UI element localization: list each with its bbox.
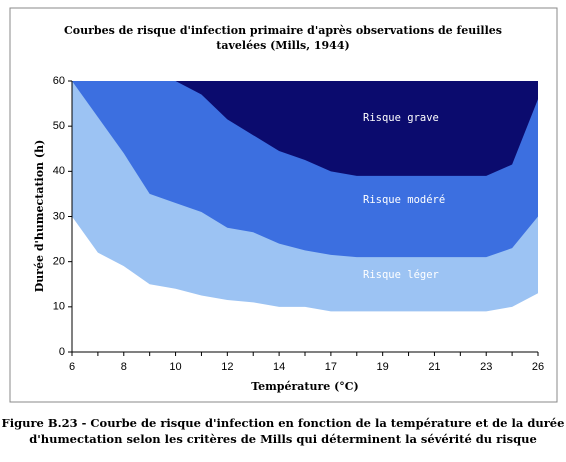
y-tick-label: 20 [53, 256, 65, 268]
x-tick-label: 17 [325, 361, 337, 373]
y-tick-label: 10 [53, 301, 65, 313]
y-axis-label: Durée d'humectation (h) [33, 140, 46, 293]
caption: d'humectation selon les critères de Mill… [29, 432, 537, 446]
caption: Figure B.23 - Courbe de risque d'infecti… [2, 416, 565, 430]
x-tick-label: 10 [169, 361, 181, 373]
x-tick-label: 26 [532, 361, 544, 373]
y-tick-label: 40 [53, 165, 65, 177]
x-tick-label: 21 [428, 361, 440, 373]
y-tick-label: 50 [53, 120, 65, 132]
x-tick-label: 12 [221, 361, 233, 373]
region-label: Risque grave [363, 112, 439, 124]
area [72, 81, 538, 176]
x-tick-label: 19 [377, 361, 389, 373]
x-tick-label: 23 [480, 361, 492, 373]
y-tick-label: 60 [53, 75, 65, 87]
region-label: Risque léger [363, 269, 439, 281]
x-axis-label: Température (°C) [251, 380, 359, 393]
chart-title: Courbes de risque d'infection primaire d… [64, 24, 502, 37]
x-tick-label: 6 [69, 361, 75, 373]
x-tick-label: 14 [273, 361, 285, 373]
y-tick-label: 0 [59, 346, 65, 358]
chart-title: tavelées (Mills, 1944) [216, 39, 349, 52]
x-tick-label: 8 [121, 361, 127, 373]
region-label: Risque modéré [363, 194, 445, 206]
y-tick-label: 30 [53, 210, 65, 222]
